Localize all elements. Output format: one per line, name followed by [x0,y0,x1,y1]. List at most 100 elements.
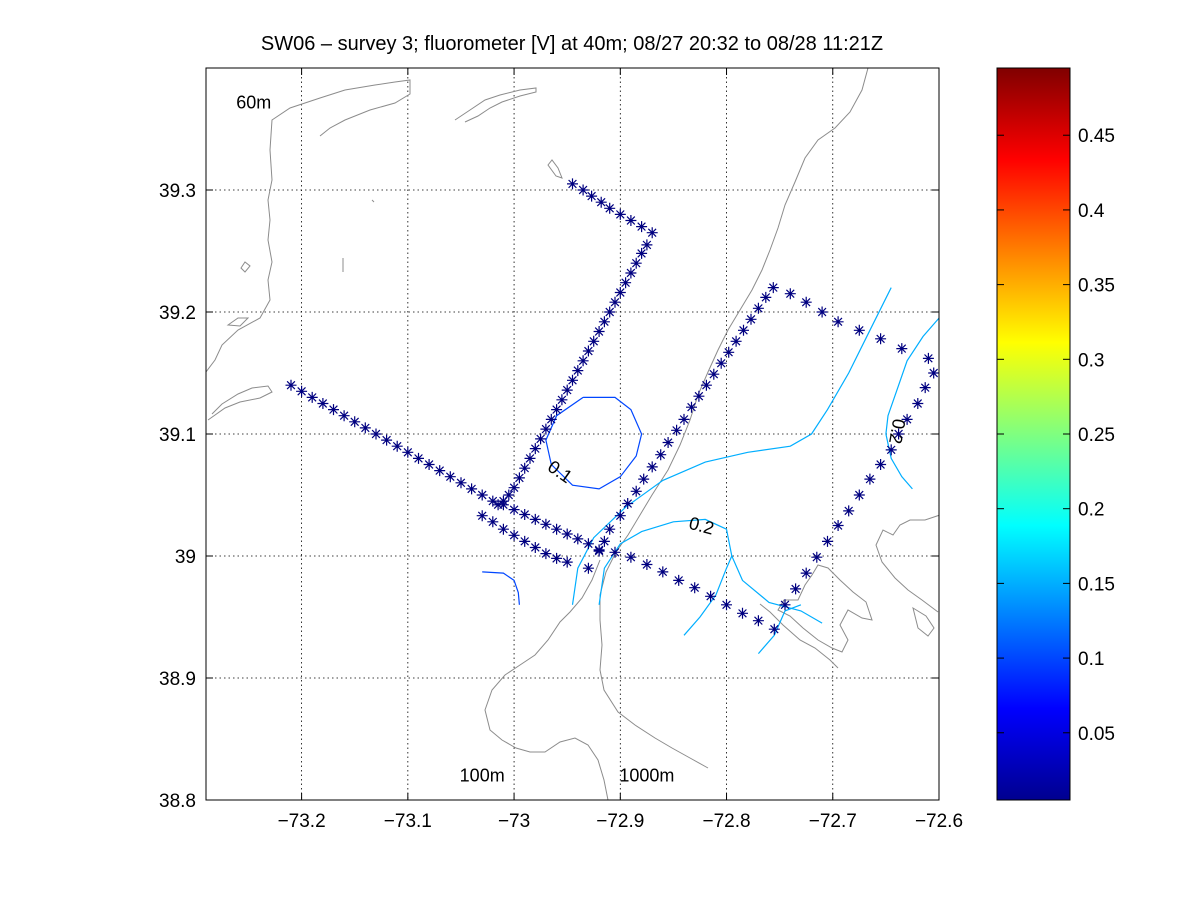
station-marker [349,416,361,428]
plot-background [206,68,939,800]
station-marker [338,410,350,422]
station-marker [832,316,844,328]
station-marker [529,542,541,553]
station-marker [551,404,563,416]
station-marker [285,379,297,391]
station-marker [381,434,393,446]
y-tick-label: 38.8 [159,791,196,812]
colorbar-scale [997,68,1070,800]
station-marker [487,495,499,507]
colorbar-tick-label: 0.45 [1078,126,1115,147]
station-marker [625,551,637,563]
station-marker [768,623,780,635]
station-marker [893,428,905,440]
station-marker [556,394,568,406]
station-marker [737,607,748,619]
station-marker [730,335,742,347]
y-tick-label: 38.9 [159,669,196,690]
station-marker [508,504,520,516]
station-marker [875,459,887,470]
station-marker [678,413,690,425]
contour-line [757,604,802,654]
station-marker [497,499,509,511]
station-marker [779,599,791,611]
station-marker [519,462,531,474]
station-marker [705,590,717,602]
colorbar-ticks: 0.05 0.1 0.15 0.2 0.25 0.3 0.35 0.4 0.45 [997,126,1115,745]
station-marker [721,599,732,611]
fluorometer-contours [482,287,939,654]
station-marker [752,615,764,627]
station-marker [296,385,308,397]
colorbar-tick-label: 0.05 [1078,724,1115,745]
bathymetry-isobaths [206,68,939,800]
station-marker [625,267,637,279]
station-marker [723,346,735,358]
station-marker [567,374,578,386]
station-marker [657,566,669,578]
station-marker [686,401,697,413]
station-marker [598,316,610,328]
station-marker [641,559,653,570]
contour-line [545,396,643,490]
station-marker [689,582,701,594]
station-marker [513,472,525,484]
station-marker [402,446,414,458]
station-marker [529,513,541,525]
isobath-deep [759,603,839,669]
x-tick-label: −72.9 [596,811,644,832]
y-tick-label: 39.1 [159,425,196,446]
station-marker [593,326,605,337]
y-axis: 38.8 38.9 39 39.1 39.2 39.3 [159,181,939,812]
isobath-60m-segment [226,317,250,327]
station-marker [588,335,600,347]
isobath-60m-segment [240,261,251,273]
station-marker [625,215,637,226]
station-marker [598,535,610,547]
station-marker [604,202,616,214]
chart-title: SW06 – survey 3; fluorometer [V] at 40m;… [261,33,883,55]
station-marker [413,452,424,464]
isobath-label: 60m [236,92,271,112]
station-marker [646,461,658,473]
contour-line [571,287,892,605]
station-marker [693,390,705,402]
station-marker [700,379,712,391]
station-marker [912,398,924,409]
station-marker [595,196,607,208]
contour-line [598,518,727,605]
station-marker [561,528,573,540]
y-tick-label: 39.3 [159,181,196,202]
station-marker [864,473,876,485]
station-marker [577,355,589,367]
station-marker [800,567,812,579]
ship-stations [285,178,939,635]
contour-line [885,317,939,490]
station-marker [641,239,653,251]
station-marker [540,423,552,435]
station-marker [423,459,435,470]
isobath-60m-segment [547,159,563,179]
colorbar-tick-label: 0.25 [1078,425,1115,446]
station-marker [540,518,552,530]
station-marker [524,452,536,464]
isobath-deep [777,564,873,653]
isobath-100m [484,559,609,800]
station-marker [630,257,642,269]
station-marker [508,482,520,494]
station-marker [551,523,563,535]
isobath-deep [371,199,375,203]
station-marker [519,535,531,547]
station-marker [582,345,594,357]
station-marker [444,471,456,483]
station-marker [760,291,772,303]
contour-label: 0.2 [885,417,909,445]
station-marker [614,287,626,298]
station-marker [529,443,541,455]
isobath-deep [912,606,935,637]
station-marker [391,440,403,452]
station-marker [622,498,634,509]
station-marker [567,178,578,190]
isobath-60m-segment [207,385,273,421]
